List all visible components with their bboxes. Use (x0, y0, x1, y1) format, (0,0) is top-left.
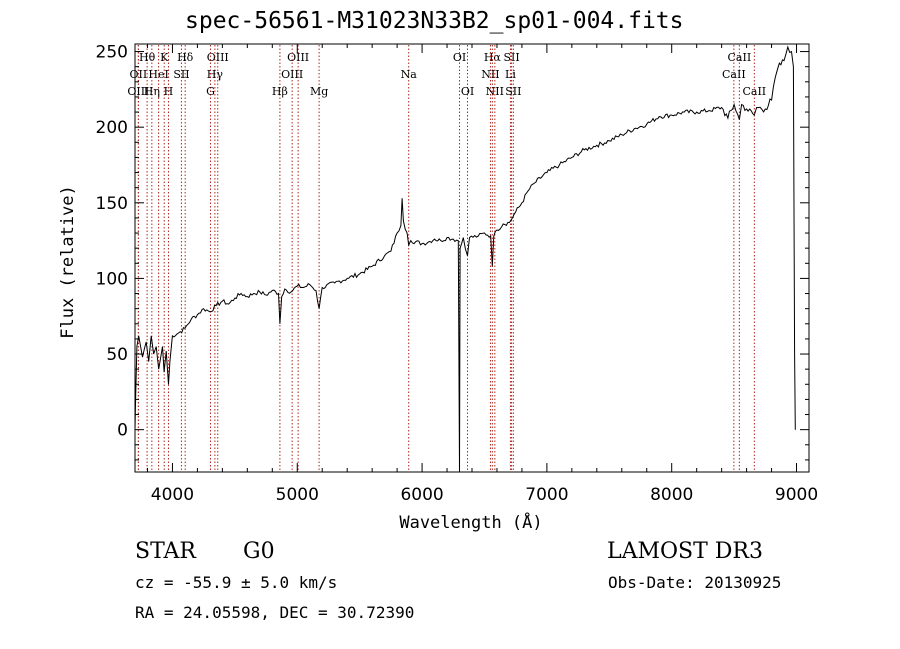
x-tick-label: 5000 (276, 485, 319, 505)
line-marker-label: H (164, 85, 174, 98)
coordinates: RA = 24.05598, DEC = 30.72390 (135, 603, 415, 622)
line-marker-label: Hθ (139, 51, 156, 64)
line-marker-label: OI (461, 85, 474, 98)
line-marker-label: Li (505, 68, 516, 81)
x-tick-label: 6000 (400, 485, 443, 505)
line-marker-label: Na (401, 68, 418, 81)
redshift-cz: cz = -55.9 ± 5.0 km/s (135, 573, 338, 592)
line-marker-label: OIII (207, 51, 229, 64)
line-marker-label: OIII (127, 85, 149, 98)
observation-date: Obs-Date: 20130925 (608, 573, 782, 592)
spectrum-line (135, 45, 796, 472)
spectrum-series (135, 45, 796, 472)
y-tick-label: 100 (96, 269, 128, 289)
line-marker-label: Hγ (207, 68, 224, 81)
line-marker-label: Hη (144, 85, 160, 98)
x-tick-label: 4000 (151, 485, 194, 505)
y-tick-label: 250 (96, 43, 128, 63)
y-axis-label: Flux (relative) (58, 185, 78, 339)
line-marker-label: SII (505, 85, 521, 98)
line-marker-label: CaII (722, 68, 746, 81)
line-marker-label: Hα (484, 51, 502, 64)
y-tick-label: 200 (96, 118, 128, 138)
line-marker-label: Mg (310, 85, 328, 98)
object-subclass: G0 (243, 539, 275, 564)
x-tick-label: 8000 (650, 485, 693, 505)
y-tick-label: 50 (106, 345, 128, 365)
survey-name: LAMOST DR3 (607, 539, 763, 564)
line-marker-label: SII (503, 51, 519, 64)
chart-title: spec-56561-M31023N33B2_sp01-004.fits (185, 8, 684, 34)
plot-frame (134, 43, 810, 473)
axis-ticks (135, 44, 809, 472)
line-marker-label: Hδ (177, 51, 194, 64)
line-marker-label: Hβ (272, 85, 288, 98)
x-tick-label: 9000 (775, 485, 818, 505)
axis-labels: 4000 5000 6000 7000 8000 9000 0 50 100 150 200 250 W… (58, 43, 818, 533)
line-marker-label: CaII (728, 51, 752, 64)
line-marker-label: HeI (148, 68, 168, 81)
line-marker-label: G (206, 85, 215, 98)
line-marker-label: OIII (287, 51, 309, 64)
object-class: STAR (135, 539, 196, 564)
line-marker-label: SII (173, 68, 189, 81)
line-marker-label: CaII (742, 85, 766, 98)
y-tick-label: 150 (96, 194, 128, 214)
line-marker-label: OI (453, 51, 466, 64)
x-axis-label: Wavelength (Å) (399, 511, 542, 533)
line-marker-label: NII (486, 85, 504, 98)
line-marker-label: OIII (281, 68, 303, 81)
line-marker-label: NII (481, 68, 499, 81)
y-tick-label: 0 (117, 421, 128, 441)
x-tick-label: 7000 (525, 485, 568, 505)
line-marker-label: K (160, 51, 169, 64)
